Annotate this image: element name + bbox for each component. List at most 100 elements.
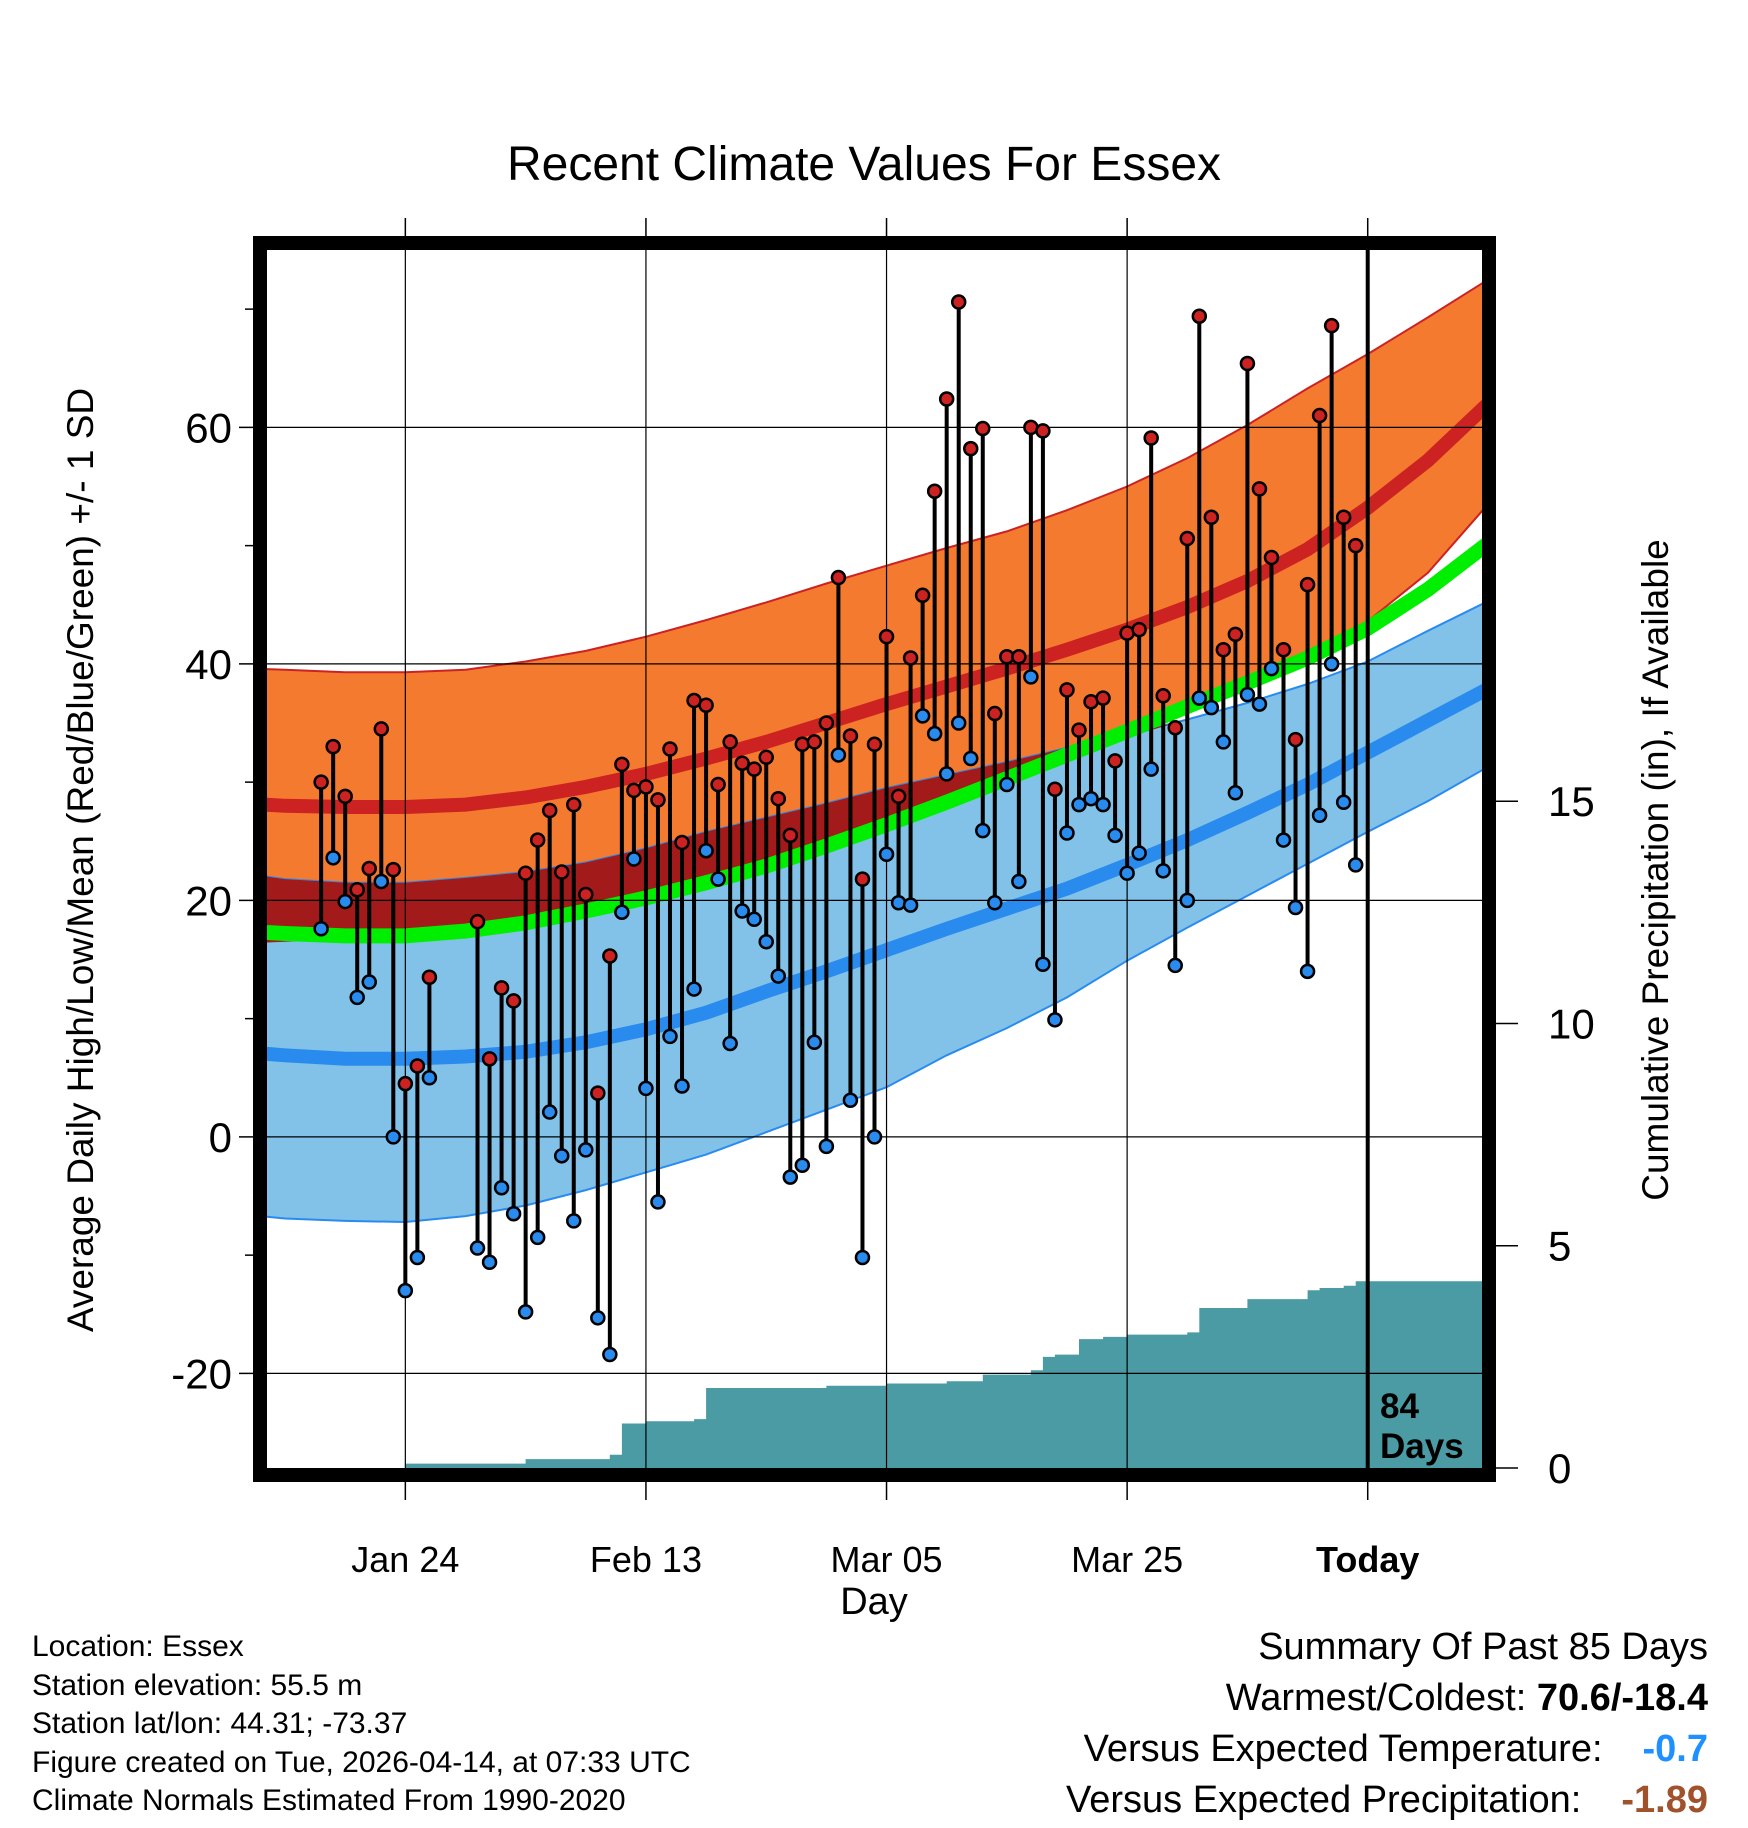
daily-high-point (1227, 626, 1244, 643)
daily-low-point (1263, 660, 1280, 677)
precipitation-area (405, 1281, 1482, 1468)
daily-high-point (1335, 509, 1352, 526)
daily-high-point (1071, 722, 1087, 738)
versus-precip-value: -1.89 (1621, 1779, 1708, 1821)
daily-high-point (854, 871, 871, 887)
daily-low-point (1095, 796, 1111, 813)
daily-low-point (325, 850, 341, 866)
daily-low-point (999, 776, 1015, 793)
daily-high-point (1191, 308, 1208, 324)
daily-low-point (1239, 686, 1256, 703)
summary-panel: Summary Of Past 85 Days Warmest/Coldest:… (1066, 1622, 1708, 1826)
daily-high-point (950, 294, 967, 310)
daily-high-point (421, 969, 438, 986)
daily-high-point (962, 440, 979, 457)
plot-area (267, 250, 1482, 1468)
daily-low-point (758, 934, 774, 950)
daily-low-point (337, 893, 353, 910)
normals-text: Climate Normals Estimated From 1990-2020 (32, 1784, 626, 1817)
created-text: Figure created on Tue, 2026-04-14, at 07… (32, 1745, 691, 1779)
daily-high-point (926, 483, 943, 499)
daily-high-point (806, 734, 823, 750)
elevation-text: Station elevation: 55.5 m (32, 1668, 363, 1702)
daily-low-point (638, 1080, 654, 1097)
daily-high-point (662, 741, 678, 757)
daily-low-point (421, 1070, 438, 1086)
daily-low-point (1071, 796, 1087, 813)
warm-cold-row: Warmest/Coldest: 70.6/-18.4 (1066, 1673, 1708, 1724)
daily-low-point (782, 1169, 799, 1185)
versus-precip-row: Versus Expected Precipitation: -1.89 (1066, 1775, 1708, 1826)
daily-low-point (806, 1034, 823, 1051)
versus-temp-row: Versus Expected Temperature: -0.7 (1066, 1724, 1708, 1775)
daily-low-point (566, 1213, 582, 1229)
daily-high-point (397, 1075, 414, 1092)
daily-low-point (529, 1229, 546, 1246)
daily-high-point (710, 776, 726, 793)
y-tick-label: 20 (185, 877, 232, 924)
daily-low-point (938, 766, 955, 782)
daily-high-point (409, 1058, 426, 1074)
daily-low-point (914, 708, 931, 724)
daily-low-point (1167, 957, 1183, 974)
daily-low-point (962, 750, 979, 767)
daily-low-point (590, 1310, 606, 1326)
daily-high-point (517, 865, 534, 881)
daily-low-point (770, 968, 787, 984)
daily-low-point (866, 1129, 883, 1145)
daily-high-point (722, 734, 738, 750)
daily-high-point (866, 736, 883, 753)
y-tick-label: 40 (185, 641, 232, 688)
y-tick-label: -20 (171, 1350, 232, 1397)
daily-low-point (602, 1346, 618, 1363)
daily-high-point (614, 756, 630, 773)
y2-tick-label: 10 (1548, 1000, 1595, 1047)
warm-cold-label: Warmest/Coldest: (1225, 1677, 1527, 1719)
daily-low-point (710, 871, 726, 887)
daily-high-point (1299, 576, 1316, 593)
y2-tick-label: 5 (1548, 1223, 1571, 1270)
daily-high-point (590, 1085, 606, 1101)
daily-low-point (361, 974, 378, 990)
daily-low-point (517, 1304, 534, 1320)
daily-low-point (1215, 734, 1232, 750)
daily-high-point (566, 796, 582, 813)
daily-high-point (1263, 549, 1280, 566)
daily-low-point (1335, 794, 1352, 810)
daily-high-point (1275, 641, 1292, 658)
daily-high-point (313, 774, 329, 790)
daily-high-point (890, 788, 907, 805)
daily-high-point (1011, 649, 1027, 665)
daily-high-point (782, 827, 799, 844)
daily-low-point (1155, 863, 1171, 879)
daily-low-point (650, 1194, 666, 1210)
daily-low-point (1179, 892, 1196, 909)
x-axis-label: Day (840, 1581, 908, 1623)
daily-high-point (734, 755, 750, 771)
daily-high-point (914, 587, 931, 604)
daily-low-point (1227, 785, 1244, 801)
daily-high-point (1047, 781, 1063, 797)
daily-low-point (674, 1078, 690, 1094)
daily-high-point (674, 834, 690, 851)
daily-high-point (842, 728, 859, 744)
daily-high-point (469, 913, 486, 930)
daily-high-point (578, 886, 594, 903)
daily-low-point (1131, 845, 1147, 861)
daily-high-point (746, 761, 762, 777)
daily-low-point (890, 895, 907, 911)
daily-low-point (385, 1129, 402, 1145)
daily-high-point (650, 792, 666, 808)
daily-low-point (1023, 669, 1039, 685)
daily-high-point (770, 790, 787, 807)
daily-high-point (1215, 641, 1232, 658)
x-tick-label: Today (1316, 1539, 1419, 1580)
daily-high-point (325, 738, 341, 755)
daily-high-point (1323, 317, 1340, 334)
daily-low-point (987, 895, 1003, 911)
y-axis-label: Average Daily High/Low/Mean (Red/Blue/Gr… (60, 388, 101, 1332)
daily-low-point (481, 1254, 498, 1270)
daily-high-point (1287, 731, 1304, 748)
daily-low-point (1083, 790, 1099, 807)
daily-low-point (830, 747, 847, 763)
